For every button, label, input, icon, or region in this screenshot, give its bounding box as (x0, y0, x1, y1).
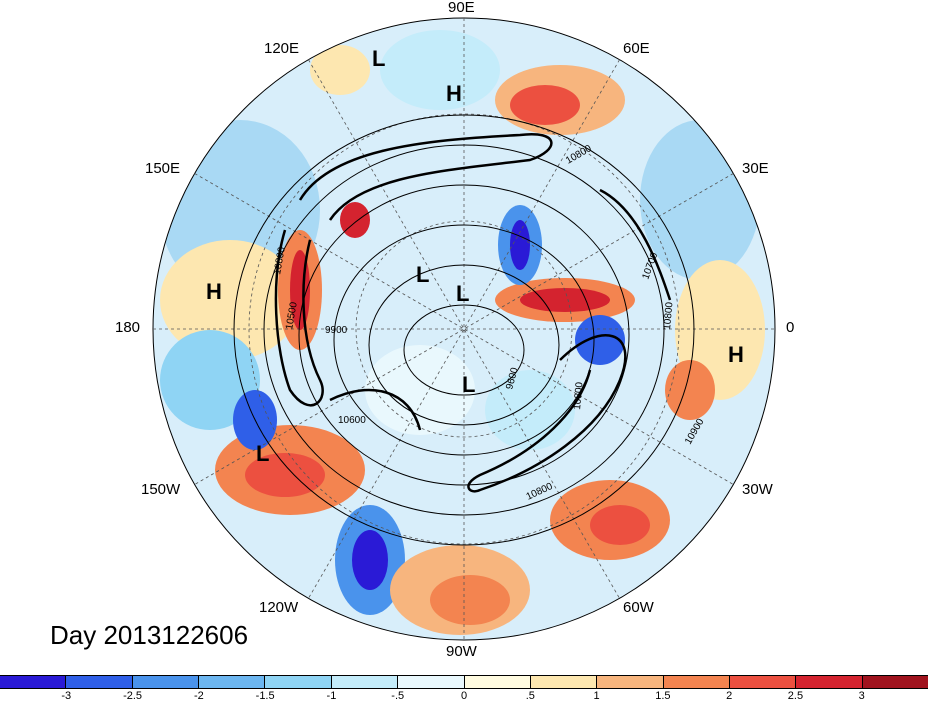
colorbar-cell (663, 676, 730, 688)
longitude-label-90e: 90E (448, 0, 475, 16)
contour-value-label: 9900 (325, 325, 348, 336)
colorbar-tick-label: 0 (460, 690, 468, 702)
pressure-center-label: L (256, 441, 269, 466)
colorbar-cell (199, 676, 266, 688)
longitude-label-30w: 30W (742, 481, 773, 498)
pressure-center-label: L (416, 262, 429, 287)
colorbar-tick-label: -1 (326, 690, 337, 702)
longitude-label-0: 0 (786, 319, 795, 336)
colorbar-tick-label: .5 (525, 690, 535, 702)
longitude-label-120e: 120E (264, 40, 300, 57)
colorbar-cell (464, 676, 531, 688)
contour-value-label: 10600 (338, 415, 366, 426)
colorbar-tick-label: -3 (61, 690, 72, 702)
pressure-centers: L H H L L L H L (206, 46, 744, 466)
longitude-label-150w: 150W (141, 481, 181, 498)
longitude-label-120w: 120W (259, 599, 299, 616)
colorbar-cell (729, 676, 797, 688)
colorbar-cell (265, 676, 332, 688)
longitude-label-30e: 30E (742, 160, 769, 177)
longitude-label-90w: 90W (446, 643, 477, 660)
colorbar-tick-label: 1 (593, 690, 600, 702)
colorbar-cell (66, 676, 133, 688)
pressure-center-label: L (456, 281, 469, 306)
colorbar-tick-label: -2.5 (123, 690, 143, 702)
pressure-center-label: L (462, 372, 475, 397)
contour-value-label: 10800 (272, 246, 288, 276)
colorbar-cell (398, 676, 465, 688)
contour-value-label: 10800 (572, 381, 585, 410)
colorbar-cell (597, 676, 664, 688)
contour-value-label: 10800 (662, 301, 675, 330)
pressure-center-label: L (372, 46, 385, 71)
longitude-label-60w: 60W (623, 599, 654, 616)
colorbar-cell (862, 676, 928, 688)
colorbar-tick-label: 3 (858, 690, 865, 702)
colorbar (0, 675, 928, 689)
graticule (153, 18, 775, 640)
jet-contours (274, 132, 672, 493)
colorbar-tick-label: -2 (193, 690, 204, 702)
contour-value-label: 10500 (284, 301, 300, 331)
colorbar-tick-label: 1.5 (655, 690, 671, 702)
polar-map: L H H L L L H L 10800 10700 10800 10800 … (152, 17, 776, 641)
longitude-label-150e: 150E (145, 160, 181, 177)
colorbar-cell (530, 676, 598, 688)
height-contours (233, 114, 695, 546)
colorbar-cell (0, 676, 67, 688)
pressure-center-label: H (206, 279, 222, 304)
colorbar-cell (331, 676, 399, 688)
pressure-center-label: H (728, 342, 744, 367)
longitude-label-180: 180 (115, 319, 141, 336)
colorbar-tick-label: 2 (726, 690, 733, 702)
colorbar-tick-label: -.5 (391, 690, 405, 702)
colorbar-cell (132, 676, 200, 688)
date-label: Day 2013122606 (50, 620, 249, 650)
pressure-center-label: H (446, 81, 462, 106)
colorbar-tick-label: -1.5 (255, 690, 275, 702)
longitude-label-60e: 60E (623, 40, 650, 57)
colorbar-cell (796, 676, 863, 688)
colorbar-tick-label: 2.5 (787, 690, 804, 702)
